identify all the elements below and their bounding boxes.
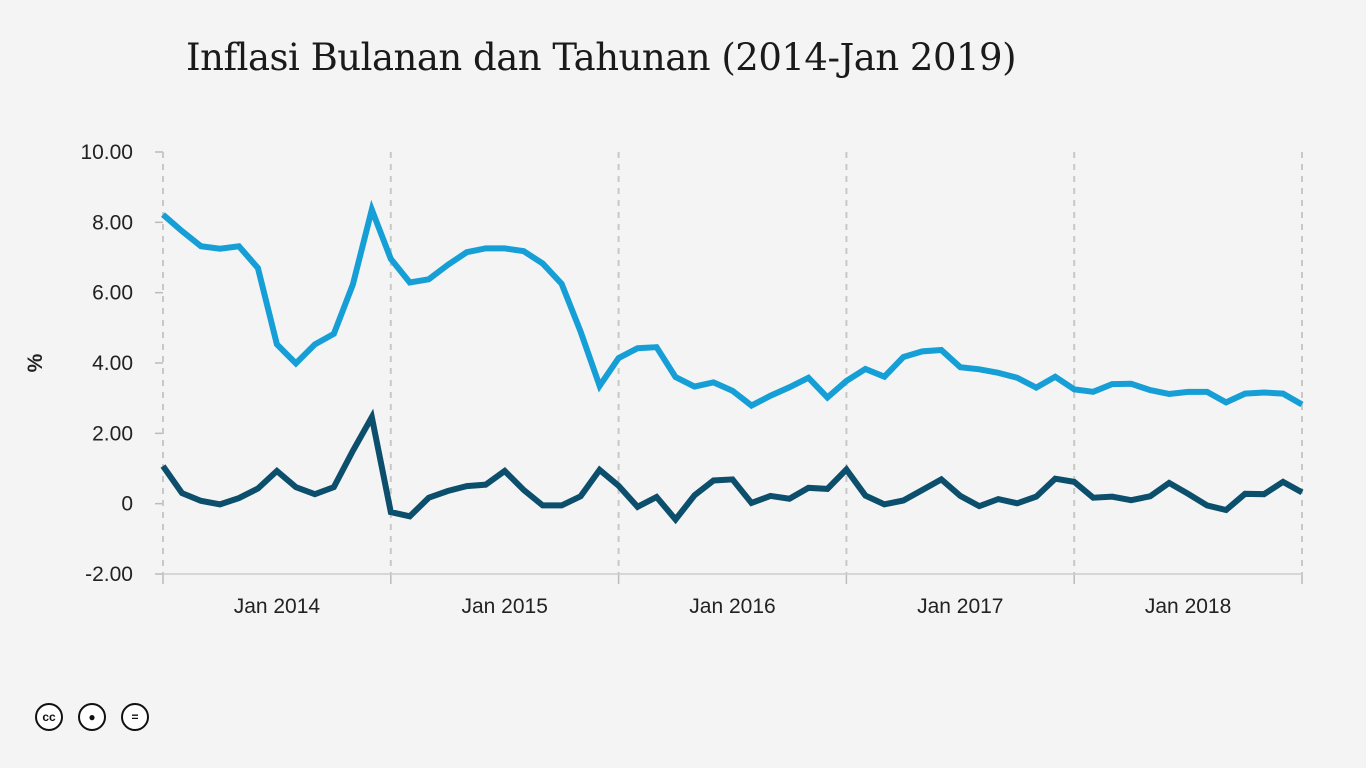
x-tick-label: Jan 2014 [234,595,321,618]
y-tick-label: 4.00 [92,352,133,375]
x-tick-label: Jan 2018 [1145,595,1231,618]
y-tick-label: 8.00 [92,211,133,234]
y-tick-label: 10.00 [80,141,133,164]
y-tick-label: 6.00 [92,282,133,305]
y-axis-label: % [24,353,47,372]
line-chart: 10.00 8.00 6.00 4.00 2.00 0 -2.00 Jan 2014 Jan 2… [24,141,1304,618]
chart-title: Inflasi Bulanan dan Tahunan (2014-Jan 20… [186,36,1017,79]
x-tick-label: Jan 2017 [917,595,1003,618]
x-tick-label: Jan 2015 [461,595,547,618]
series-line-0 [161,199,1304,410]
by-icon: ● [78,703,106,731]
y-tick-label: -2.00 [85,563,133,586]
nd-icon: = [121,703,149,731]
series-line-1 [160,408,1304,525]
y-tick-label: 2.00 [92,422,133,445]
cc-icon: cc [35,703,63,731]
x-tick-label: Jan 2016 [689,595,775,618]
y-tick-label: 0 [121,493,133,516]
